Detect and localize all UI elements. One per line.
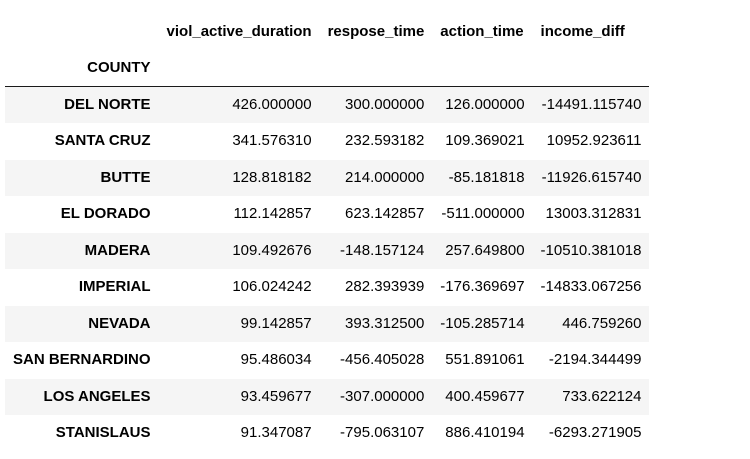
row-index-label: NEVADA	[88, 314, 151, 332]
column-header: income_diff	[540, 23, 625, 40]
table-row: DEL NORTE 426.000000 300.000000 126.000000-…	[5, 86, 650, 123]
table-row: NEVADA 99.142857 393.312500 -105.285714 446.…	[5, 305, 650, 342]
table-cell: 400.459677	[445, 387, 525, 405]
row-index-label: SANTA CRUZ	[54, 132, 151, 150]
column-header: respose_time	[327, 23, 425, 40]
column-header-row: viol_active_duration respose_time action…	[5, 14, 649, 50]
row-index-label: DEL NORTE	[64, 96, 151, 113]
table-cell: -10510.381018	[540, 241, 642, 259]
table-cell: -307.000000	[340, 387, 425, 405]
row-index-label: STANISLAUS	[55, 424, 151, 442]
row-index-label: IMPERIAL	[78, 278, 151, 296]
table-cell: 426.000000	[232, 96, 312, 113]
table-cell: 214.000000	[345, 168, 425, 186]
table-cell: 232.593182	[345, 132, 425, 150]
table-cell: -85.181818	[448, 168, 525, 186]
table-cell: 257.649800	[445, 241, 525, 259]
table-cell: -148.157124	[340, 241, 425, 259]
row-index-label: MADERA	[84, 241, 151, 259]
table-cell: 446.759260	[562, 314, 642, 332]
table-row: SANTA CRUZ 341.576310 232.593182 109.369021…	[5, 123, 649, 160]
table-cell: -795.063107	[340, 424, 425, 442]
index-header-blank	[5, 14, 159, 50]
index-name-row: COUNTY	[5, 50, 650, 87]
table-cell: -176.369697	[440, 278, 525, 296]
table-cell: 551.891061	[445, 351, 525, 369]
table-row: STANISLAUS 91.347087 -795.063107 886.410194…	[5, 415, 649, 452]
table-cell: -2194.344499	[548, 351, 642, 369]
index-name: COUNTY	[87, 59, 151, 76]
table-row: SAN BERNARDINO 95.486034 -456.405028 551.89…	[5, 342, 649, 379]
row-index-label: LOS ANGELES	[43, 387, 151, 405]
table-cell: 733.622124	[562, 387, 642, 405]
table-cell: 112.142857	[233, 205, 312, 223]
table-row: LOS ANGELES 93.459677 -307.000000 400.45967…	[5, 378, 650, 415]
table-cell: -105.285714	[440, 314, 525, 332]
table-row: BUTTE 128.818182 214.000000 -85.181818 -1192…	[5, 159, 650, 196]
table-cell: 95.486034	[240, 351, 312, 369]
row-index-label: EL DORADO	[60, 205, 151, 223]
table-cell: 128.818182	[232, 168, 312, 186]
table-cell: 10952.923611	[546, 132, 642, 150]
table-cell: -11926.615740	[541, 168, 642, 186]
row-index-label: SAN BERNARDINO	[13, 351, 151, 369]
dataframe-table: viol_active_duration respose_time action…	[5, 14, 650, 452]
table-cell: -511.000000	[441, 205, 525, 223]
column-header: action_time	[440, 23, 524, 40]
table-cell: 623.142857	[345, 205, 425, 223]
table-cell: 393.312500	[345, 314, 425, 332]
table-cell: 126.000000	[445, 96, 525, 113]
table-cell: 99.142857	[240, 314, 312, 332]
table-cell: 282.393939	[345, 278, 425, 296]
table-row: MADERA 109.492676 -148.157124 257.649800 -10…	[5, 232, 650, 269]
table-cell: 109.492676	[232, 241, 312, 259]
table-cell: 886.410194	[445, 424, 525, 442]
table-row: EL DORADO 112.142857 623.142857 -511.000000…	[5, 196, 649, 233]
table-cell: 106.024242	[232, 278, 312, 296]
table-cell: 13003.312831	[545, 205, 642, 223]
table-cell: 109.369021	[445, 132, 525, 150]
table-row: IMPERIAL 106.024242 282.393939 -176.369697-…	[5, 269, 649, 306]
table-body: DEL NORTE 426.000000 300.000000 126.000000-…	[5, 86, 650, 452]
table-cell: -6293.271905	[548, 424, 642, 442]
table-cell: 341.576310	[232, 132, 312, 150]
table-cell: -456.405028	[340, 351, 425, 369]
row-index-label: BUTTE	[100, 168, 151, 186]
column-header: viol_active_duration	[166, 23, 312, 40]
table-cell: 91.347087	[240, 424, 312, 442]
table-cell: -14491.115740	[541, 96, 642, 113]
table-cell: 93.459677	[240, 387, 312, 405]
table-cell: -14833.067256	[540, 278, 642, 296]
table-cell: 300.000000	[345, 96, 425, 113]
